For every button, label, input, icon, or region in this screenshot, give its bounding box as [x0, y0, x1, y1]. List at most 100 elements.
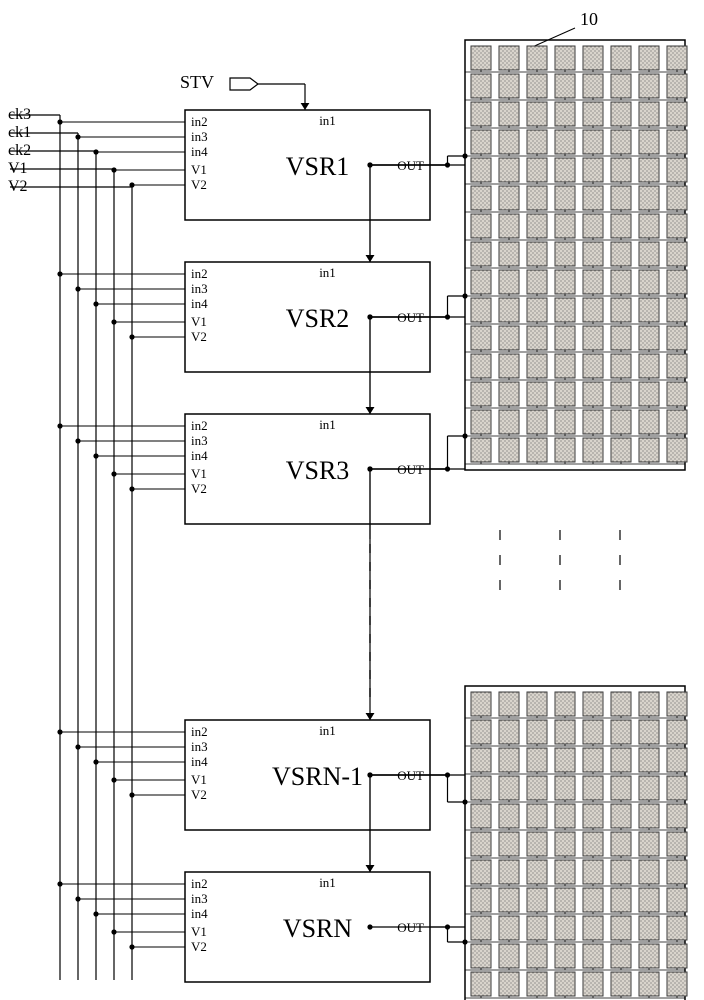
pixel-cell	[611, 916, 631, 940]
pixel-cell	[471, 888, 491, 912]
pixel-cell	[555, 74, 575, 98]
pixel-cell	[527, 916, 547, 940]
pixel-cell	[583, 214, 603, 238]
pixel-cell	[667, 158, 687, 182]
pixel-cell	[667, 888, 687, 912]
pixel-cell	[611, 438, 631, 462]
pin-label: in3	[191, 129, 208, 144]
pixel-cell	[527, 46, 547, 70]
pixel-cell	[667, 804, 687, 828]
pixel-cell	[499, 438, 519, 462]
pin-label: V2	[191, 787, 207, 802]
pixel-cell	[639, 326, 659, 350]
pixel-cell	[471, 804, 491, 828]
pixel-cell	[555, 158, 575, 182]
pixel-cell	[639, 46, 659, 70]
pixel-cell	[667, 944, 687, 968]
pixel-cell	[667, 186, 687, 210]
pixel-cell	[583, 326, 603, 350]
pixel-cell	[555, 270, 575, 294]
pixel-cell	[583, 186, 603, 210]
pixel-cell	[583, 298, 603, 322]
pin-label: in3	[191, 281, 208, 296]
pixel-cell	[499, 102, 519, 126]
pixel-cell	[583, 270, 603, 294]
pixel-cell	[471, 944, 491, 968]
pixel-cell	[499, 158, 519, 182]
pixel-cell	[611, 720, 631, 744]
pixel-cell	[499, 860, 519, 884]
pin-label: in4	[191, 754, 208, 769]
pixel-cell	[639, 382, 659, 406]
pixel-cell	[611, 748, 631, 772]
pixel-cell	[583, 944, 603, 968]
pixel-cell	[471, 832, 491, 856]
pixel-cell	[667, 832, 687, 856]
pixel-cell	[471, 242, 491, 266]
pixel-cell	[611, 186, 631, 210]
pixel-cell	[583, 46, 603, 70]
pixel-cell	[583, 438, 603, 462]
pixel-cell	[611, 270, 631, 294]
pixel-cell	[667, 46, 687, 70]
pixel-cell	[555, 916, 575, 940]
pin-in1: in1	[319, 113, 336, 128]
pixel-cell	[639, 748, 659, 772]
signal-label: ck1	[8, 124, 31, 141]
pixel-cell	[527, 410, 547, 434]
pixel-cell	[611, 860, 631, 884]
pin-label: V2	[191, 939, 207, 954]
pixel-cell	[499, 270, 519, 294]
pin-label: in2	[191, 724, 208, 739]
pixel-cell	[555, 748, 575, 772]
pixel-cell	[555, 130, 575, 154]
pixel-cell	[583, 748, 603, 772]
pixel-cell	[555, 326, 575, 350]
pixel-cell	[555, 354, 575, 378]
pixel-cell	[583, 916, 603, 940]
pixel-cell	[611, 298, 631, 322]
pixel-cell	[555, 776, 575, 800]
pin-label: V2	[191, 329, 207, 344]
pin-label: V1	[191, 162, 207, 177]
pixel-cell	[527, 776, 547, 800]
pixel-cell	[667, 916, 687, 940]
pixel-cell	[667, 242, 687, 266]
pixel-cell	[471, 382, 491, 406]
pixel-cell	[611, 944, 631, 968]
pin-label: V1	[191, 466, 207, 481]
pixel-cell	[499, 298, 519, 322]
vsr-title: VSR1	[286, 152, 350, 181]
pixel-cell	[471, 158, 491, 182]
pixel-cell	[583, 720, 603, 744]
signal-label: V1	[8, 160, 28, 177]
pixel-cell	[639, 130, 659, 154]
pixel-cell	[555, 186, 575, 210]
pixel-cell	[527, 972, 547, 996]
pin-label: in3	[191, 891, 208, 906]
pixel-cell	[667, 102, 687, 126]
pixel-cell	[527, 242, 547, 266]
pixel-cell	[555, 720, 575, 744]
pixel-cell	[471, 692, 491, 716]
pin-label: in4	[191, 144, 208, 159]
pixel-cell	[667, 354, 687, 378]
pixel-cell	[583, 888, 603, 912]
pixel-cell	[639, 692, 659, 716]
pixel-cell	[639, 916, 659, 940]
pixel-cell	[639, 972, 659, 996]
pixel-cell	[639, 74, 659, 98]
pixel-cell	[499, 720, 519, 744]
pixel-array-region	[465, 40, 687, 470]
pixel-cell	[583, 776, 603, 800]
vsr-title: VSRN	[283, 914, 353, 943]
pixel-cell	[527, 888, 547, 912]
vsr-title: VSR2	[286, 304, 350, 333]
pixel-cell	[667, 130, 687, 154]
pixel-cell	[471, 326, 491, 350]
pixel-cell	[583, 692, 603, 716]
pin-in1: in1	[319, 723, 336, 738]
pixel-cell	[611, 102, 631, 126]
pixel-cell	[527, 860, 547, 884]
pixel-cell	[499, 804, 519, 828]
